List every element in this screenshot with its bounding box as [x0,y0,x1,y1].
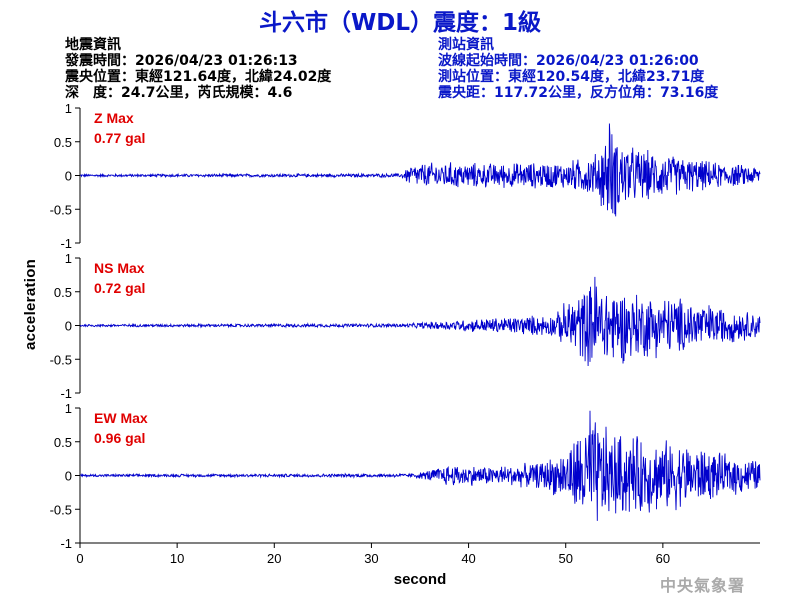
wave-start-time: 波線起始時間：2026/04/23 01:26:00 [438,53,699,69]
y-tick-label: -1 [60,386,72,401]
x-tick-label: 10 [170,551,184,566]
epicentral-distance: 震央距：117.72公里，反方位角：73.16度 [438,85,719,101]
depth-magnitude: 深 度：24.7公里，芮氏規模：4.6 [65,85,293,101]
y-tick-label: 0.5 [54,135,72,150]
waveform-1 [79,276,761,367]
y-tick-label: -0.5 [50,502,72,517]
origin-time: 發震時間：2026/04/23 01:26:13 [65,53,298,69]
y-tick-label: 1 [65,401,72,416]
y-tick-label: 0 [65,469,72,484]
y-tick-label: 1 [65,251,72,266]
y-tick-label: 1 [65,101,72,116]
panel-label-2: EW Max [94,410,148,426]
panel-max-0: 0.77 gal [94,130,145,146]
quake-info-block: 地震資訊 發震時間：2026/04/23 01:26:13 震央位置：東經121… [65,37,331,101]
y-tick-label: -0.5 [50,352,72,367]
x-tick-label: 20 [267,551,281,566]
panel-label-0: Z Max [94,110,134,126]
y-tick-label: -0.5 [50,202,72,217]
y-tick-label: 0.5 [54,435,72,450]
waveform-0 [79,123,761,217]
panel-max-2: 0.96 gal [94,430,145,446]
station-location: 測站位置：東經120.54度，北緯23.71度 [438,69,705,85]
x-tick-label: 30 [364,551,378,566]
x-tick-label: 60 [656,551,670,566]
x-tick-label: 40 [461,551,475,566]
station-info-heading: 測站資訊 [438,37,494,53]
x-tick-label: 0 [76,551,83,566]
agency-credit: 中央氣象署 [659,576,745,595]
waveform-2 [79,410,761,521]
y-tick-label: -1 [60,536,72,551]
x-axis-label: second [393,571,447,588]
epicenter-location: 震央位置：東經121.64度，北緯24.02度 [65,69,332,85]
station-info-block: 測站資訊 波線起始時間：2026/04/23 01:26:00 測站位置：東經1… [438,37,718,101]
y-tick-label: 0 [65,169,72,184]
quake-info-heading: 地震資訊 [65,37,121,53]
panel-max-1: 0.72 gal [94,280,145,296]
page-title: 斗六市（WDL）震度：1級 [258,10,542,36]
y-tick-label: -1 [60,236,72,251]
y-axis-label: acceleration [22,258,39,350]
y-tick-label: 0 [65,319,72,334]
panel-label-1: NS Max [94,260,145,276]
x-tick-label: 50 [558,551,572,566]
y-tick-label: 0.5 [54,285,72,300]
